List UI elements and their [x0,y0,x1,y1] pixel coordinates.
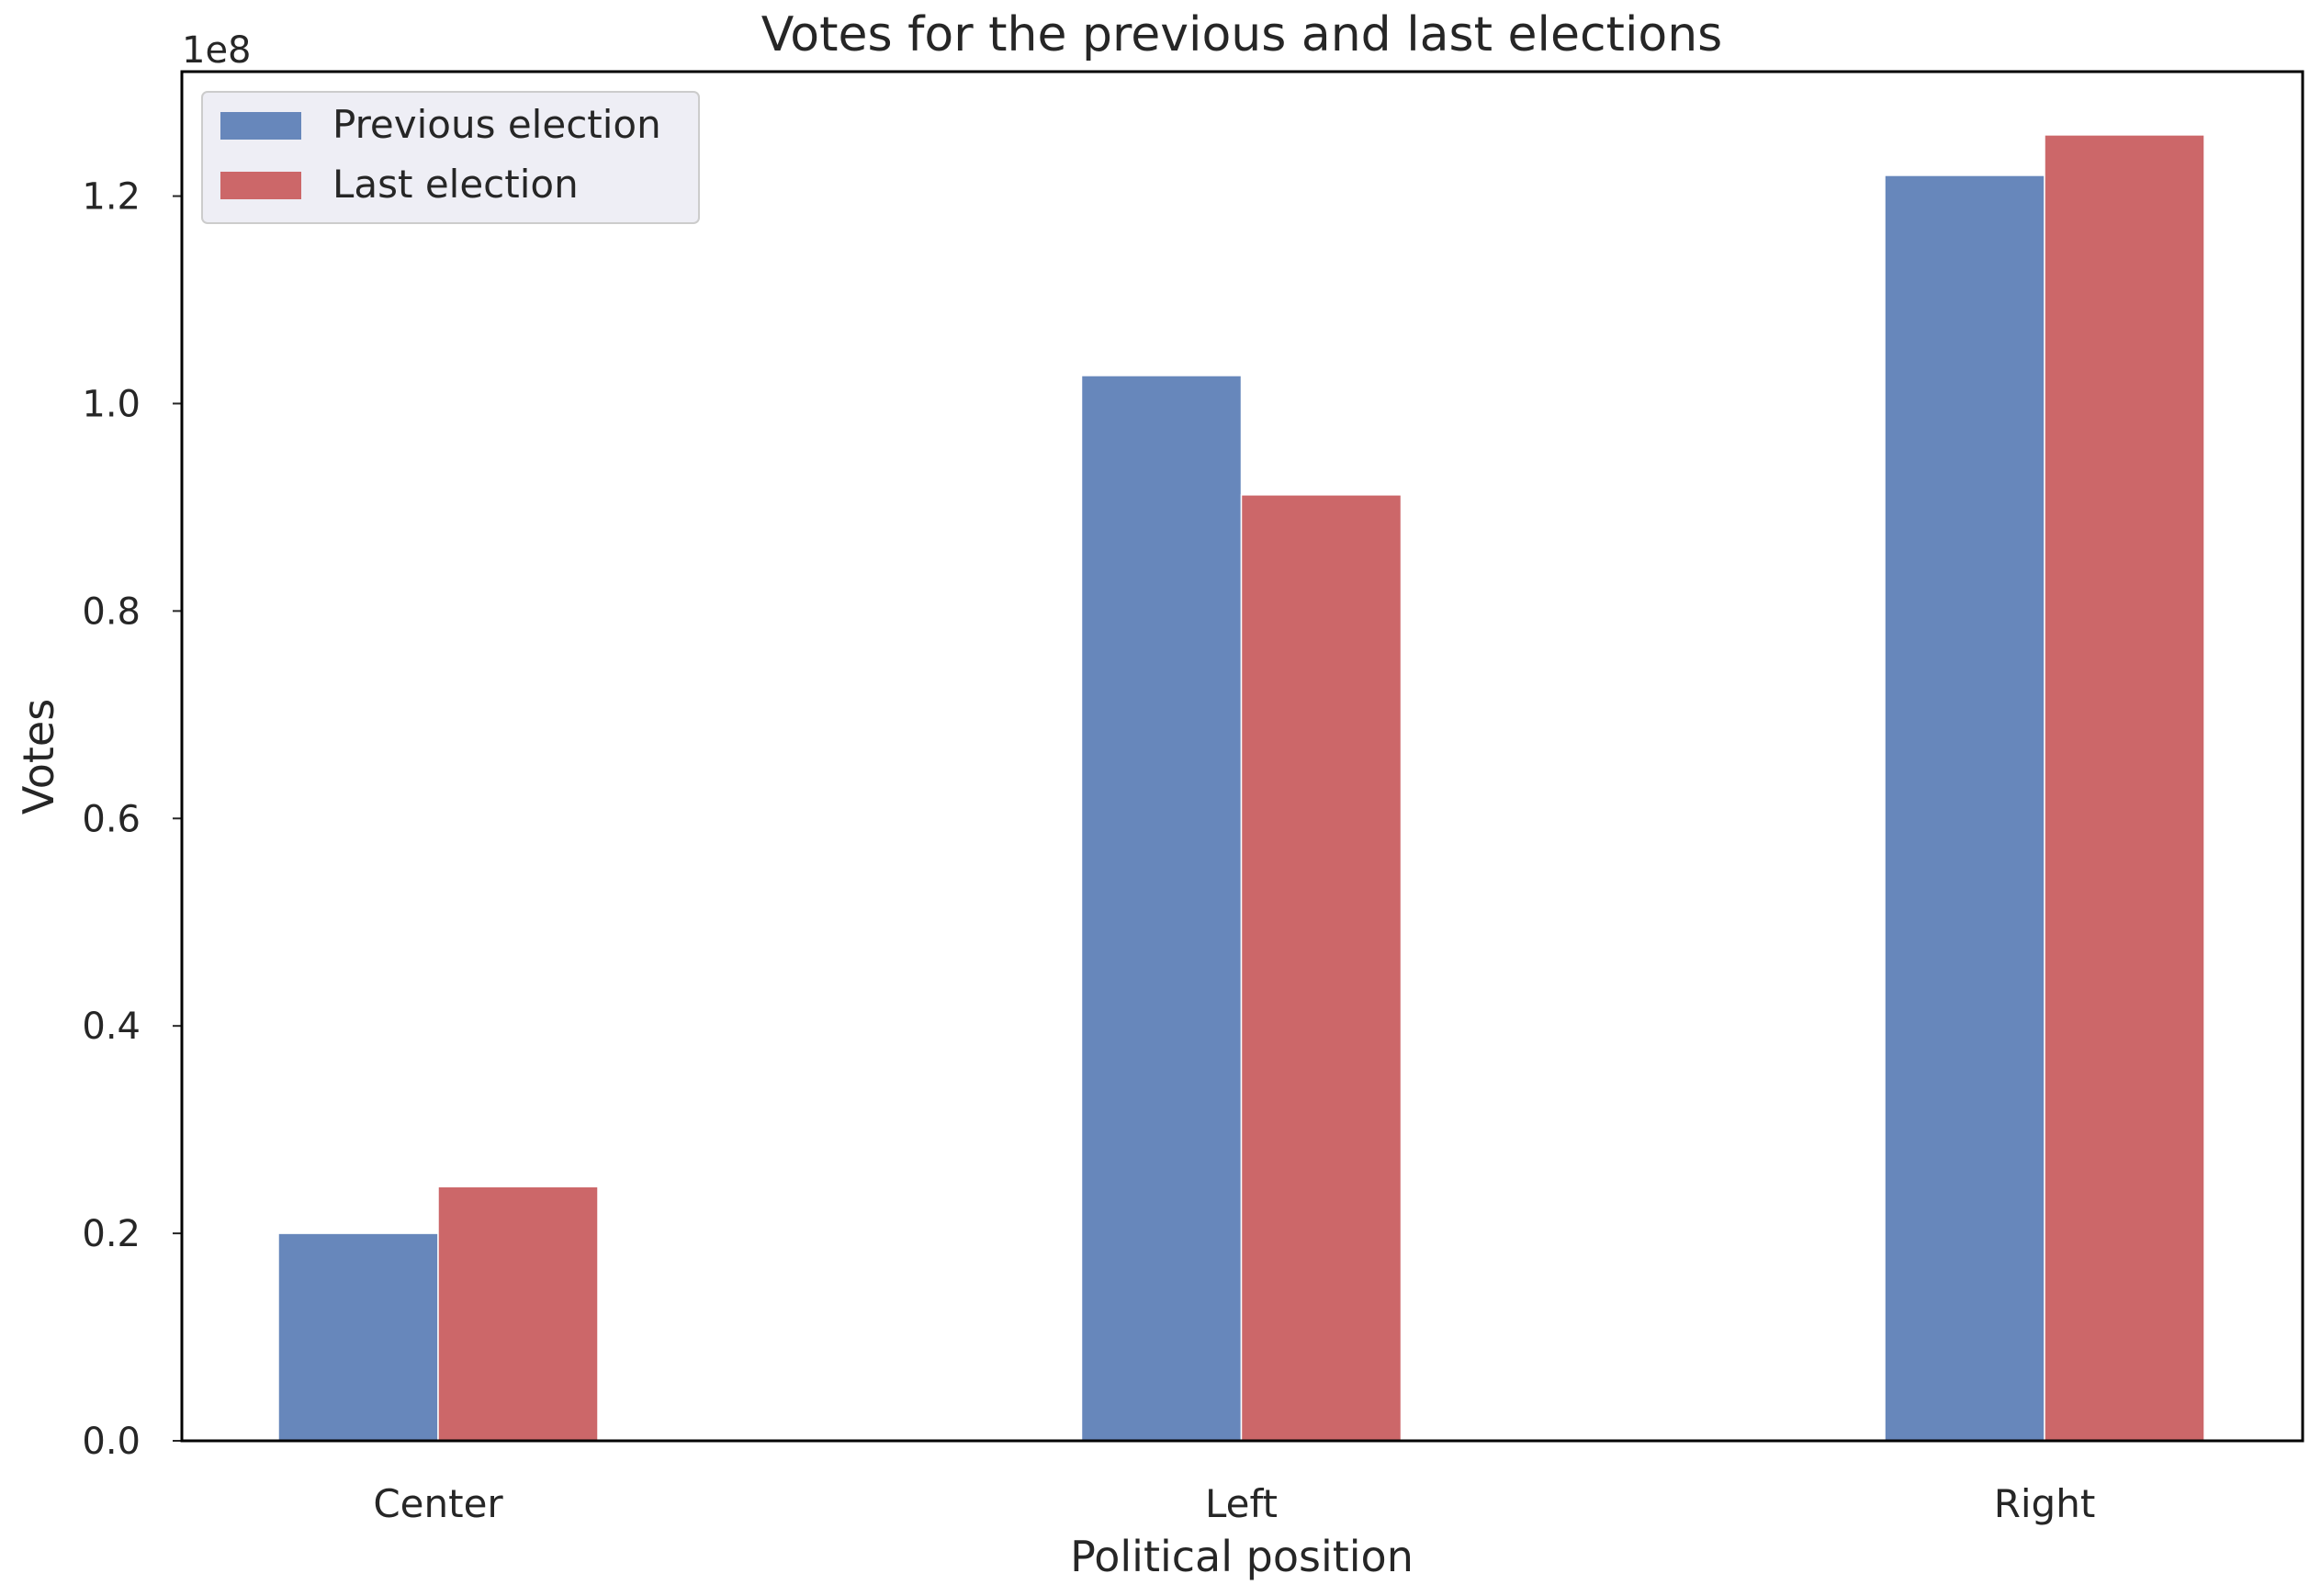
x-tick-label: Left [1205,1481,1278,1526]
y-axis-label: Votes [14,699,63,815]
bar-left-previous [1082,376,1242,1441]
y-tick-label: 0.2 [82,1213,141,1255]
x-axis-label: Political position [1070,1532,1414,1581]
bar-left-last [1242,495,1402,1441]
bar-right-last [2045,135,2204,1441]
bar-center-last [438,1186,598,1441]
y-tick-label: 1.0 [82,383,141,425]
chart-title: Votes for the previous and last election… [761,7,1723,62]
y-tick-label: 0.6 [82,798,141,840]
x-tick-label: Center [373,1481,503,1526]
y-tick-label: 0.0 [82,1421,141,1463]
legend-swatch-last [220,172,301,199]
y-tick-label: 0.4 [82,1006,141,1048]
bar-center-previous [278,1233,438,1441]
y-tick-label: 1.2 [82,176,141,219]
legend-swatch-previous [220,112,301,140]
bar-right-previous [1885,175,2045,1441]
x-tick-label: Right [1994,1481,2096,1526]
legend-label-previous: Previous election [332,102,661,147]
legend-label-last: Last election [332,162,579,207]
y-tick-label: 0.8 [82,590,141,633]
legend: Previous election Last election [202,92,699,223]
y-offset-label: 1e8 [182,29,252,72]
